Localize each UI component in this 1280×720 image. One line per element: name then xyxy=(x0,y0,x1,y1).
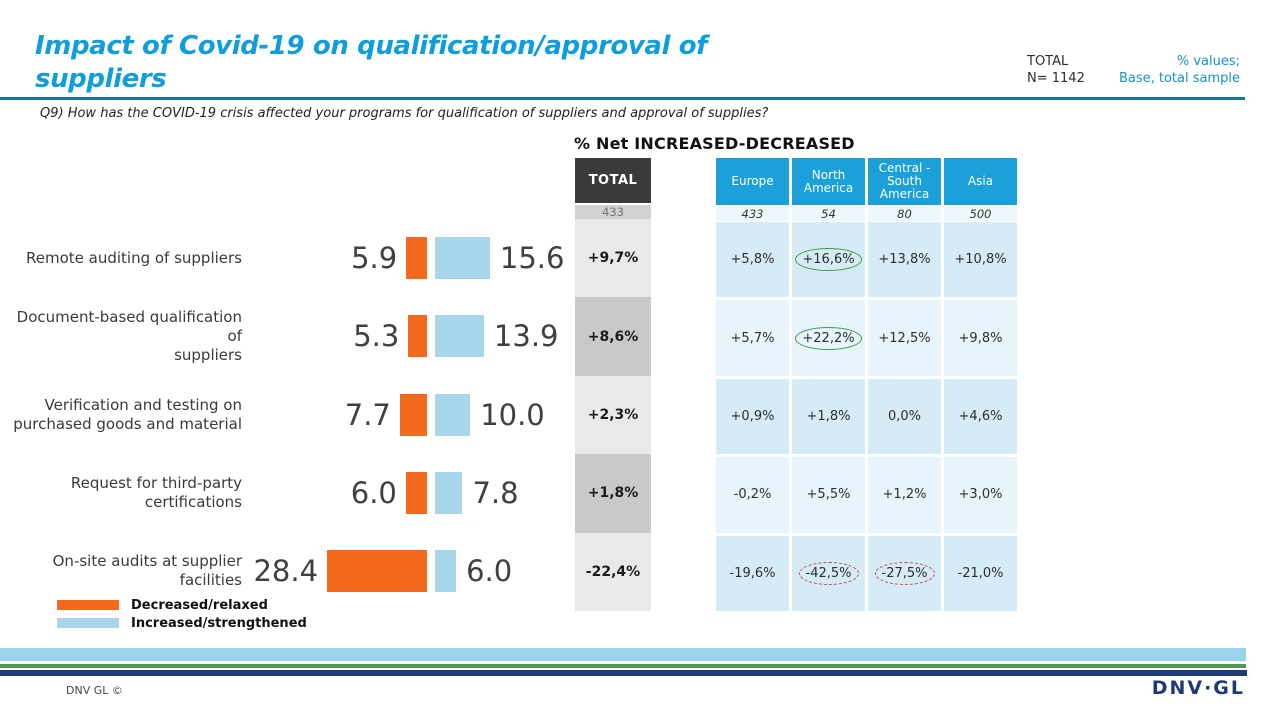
footer-stripe-green xyxy=(0,664,1246,668)
bar-value-increased: 10.0 xyxy=(480,398,545,432)
legend-item-increased: Increased/strengthened xyxy=(57,615,307,631)
bar-value-decreased: 6.0 xyxy=(350,476,397,510)
legend-label: Decreased/relaxed xyxy=(131,597,268,613)
decreased-swatch-icon xyxy=(57,600,119,610)
total-sample-block: TOTAL N= 1142 xyxy=(1027,53,1085,87)
increased-swatch-icon xyxy=(57,618,119,628)
region-cell: +0,9% xyxy=(716,378,789,455)
footer-stripe-lightblue xyxy=(0,648,1246,661)
total-column-header: TOTAL xyxy=(575,158,651,203)
decreased-bar xyxy=(405,472,427,514)
dnv-gl-logo: DNV·GL xyxy=(1151,677,1245,699)
region-base-cell: 54 xyxy=(792,207,865,221)
bar-value-increased: 13.9 xyxy=(493,319,559,353)
bar-row: Document-based qualification of supplier… xyxy=(0,297,575,375)
region-base-cell: 433 xyxy=(716,207,789,221)
total-column-values: +9,7% +8,6% +2,3% +1,8% -22,4% xyxy=(575,219,651,612)
region-cell: -0,2% xyxy=(716,457,789,533)
regional-table-headers: Europe North America Central - South Ameri… xyxy=(716,158,1017,205)
total-cell: +1,8% xyxy=(575,454,651,533)
region-cell: +3,0% xyxy=(944,457,1017,533)
region-cell: +5,7% xyxy=(716,300,789,376)
region-cell: -27,5% xyxy=(868,535,941,611)
increased-bar xyxy=(435,237,490,279)
total-cell: -22,4% xyxy=(575,532,651,612)
region-cell: +9,8% xyxy=(944,300,1017,376)
region-cell: +4,6% xyxy=(944,378,1017,455)
highlight-ellipse: -27,5% xyxy=(874,561,935,585)
highlight-ellipse: -42,5% xyxy=(798,561,859,585)
category-label: Remote auditing of suppliers xyxy=(25,248,242,267)
region-cell: +1,8% xyxy=(792,378,865,455)
total-sample-n: N= 1142 xyxy=(1027,71,1085,86)
regional-table-base-row: 433 54 80 500 xyxy=(716,207,1017,221)
decreased-bar xyxy=(399,394,427,436)
net-increased-decreased-heading: % Net INCREASED-DECREASED xyxy=(574,134,855,153)
region-column-header: Asia xyxy=(944,158,1017,205)
region-cell: 0,0% xyxy=(868,378,941,455)
increased-bar xyxy=(435,394,471,436)
total-column: TOTAL 433 +9,7% +8,6% +2,3% +1,8% -22,4% xyxy=(575,158,651,612)
copyright-text: DNV GL © xyxy=(66,684,123,697)
values-note-line2: Base, total sample xyxy=(1118,71,1240,86)
highlight-ellipse: +16,6% xyxy=(795,248,862,272)
total-sample-label: TOTAL xyxy=(1027,54,1069,69)
bar-value-decreased: 5.3 xyxy=(353,319,400,353)
page-title: Impact of Covid-19 on qualification/appr… xyxy=(35,31,708,94)
total-column-base: 433 xyxy=(575,205,651,219)
footer-stripe-navy xyxy=(0,670,1247,676)
total-cell: +9,7% xyxy=(575,219,651,298)
category-label: Verification and testing on purchased go… xyxy=(13,396,242,433)
bar-value-decreased: 28.4 xyxy=(253,554,319,588)
bar-value-increased: 15.6 xyxy=(499,241,565,275)
increased-bar xyxy=(435,550,457,592)
bar-value-increased: 6.0 xyxy=(466,554,513,588)
bar-value-decreased: 7.7 xyxy=(344,398,391,432)
bar-row: Verification and testing on purchased go… xyxy=(0,376,575,454)
region-column-header: Europe xyxy=(716,158,789,205)
legend-item-decreased: Decreased/relaxed xyxy=(57,597,307,613)
region-column-header: Central - South America xyxy=(868,158,941,205)
legend-label: Increased/strengthened xyxy=(131,615,307,631)
region-cell: +12,5% xyxy=(868,300,941,376)
total-cell: +8,6% xyxy=(575,297,651,376)
region-cell: +22,2% xyxy=(792,300,865,376)
values-note-line1: % values; xyxy=(1176,54,1240,69)
region-cell: +1,2% xyxy=(868,457,941,533)
regional-table-body: +5,8% +16,6% +13,8% +10,8% +5,7% +22,2% +12,5%… xyxy=(716,222,1017,611)
title-divider xyxy=(0,97,1245,100)
decreased-bar xyxy=(327,550,427,592)
category-label: On-site audits at supplier facilities xyxy=(52,552,242,589)
decreased-bar xyxy=(408,315,427,357)
region-base-cell: 80 xyxy=(868,207,941,221)
region-cell: +5,5% xyxy=(792,457,865,533)
values-note: % values; Base, total sample xyxy=(1119,53,1240,87)
increased-bar xyxy=(435,315,484,357)
survey-question: Q9) How has the COVID-19 crisis affected… xyxy=(40,106,769,121)
decreased-bar xyxy=(406,237,427,279)
total-cell: +2,3% xyxy=(575,375,651,455)
region-cell: +16,6% xyxy=(792,222,865,298)
bar-value-decreased: 5.9 xyxy=(351,241,398,275)
bar-row: On-site audits at supplier facilities 28.… xyxy=(0,532,575,610)
highlight-ellipse: +22,2% xyxy=(795,326,862,350)
region-cell: +13,8% xyxy=(868,222,941,298)
category-label: Document-based qualification of supplier… xyxy=(16,307,242,364)
region-cell: +5,8% xyxy=(716,222,789,298)
regional-table: Europe North America Central - South Ameri… xyxy=(716,158,1017,611)
bar-value-increased: 7.8 xyxy=(472,476,519,510)
bar-row: Request for third-party certifications 6.… xyxy=(0,454,575,532)
region-base-cell: 500 xyxy=(944,207,1017,221)
bar-row: Remote auditing of suppliers 5.9 15.6 xyxy=(0,219,575,297)
category-label: Request for third-party certifications xyxy=(70,474,242,511)
region-cell: -19,6% xyxy=(716,535,789,611)
region-cell: +10,8% xyxy=(944,222,1017,298)
region-cell: -21,0% xyxy=(944,535,1017,611)
region-column-header: North America xyxy=(792,158,865,205)
region-cell: -42,5% xyxy=(792,535,865,611)
chart-legend: Decreased/relaxed Increased/strengthened xyxy=(57,598,307,634)
increased-bar xyxy=(435,472,463,514)
